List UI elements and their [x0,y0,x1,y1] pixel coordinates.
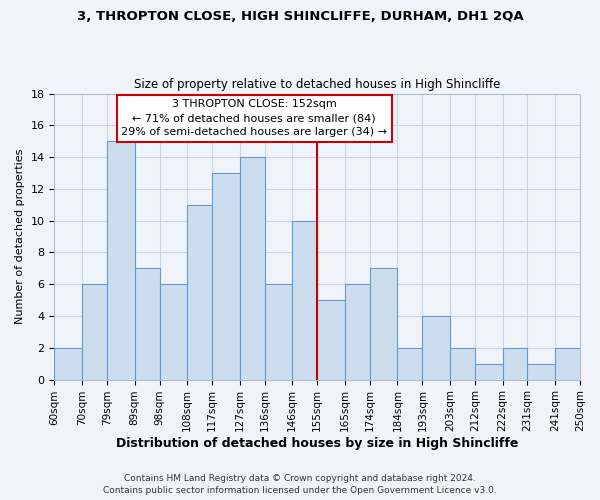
Text: 3 THROPTON CLOSE: 152sqm
← 71% of detached houses are smaller (84)
29% of semi-d: 3 THROPTON CLOSE: 152sqm ← 71% of detach… [121,100,387,138]
Text: 3, THROPTON CLOSE, HIGH SHINCLIFFE, DURHAM, DH1 2QA: 3, THROPTON CLOSE, HIGH SHINCLIFFE, DURH… [77,10,523,23]
Bar [212,173,240,380]
Bar [187,205,212,380]
Bar [134,268,160,380]
Bar [317,300,345,380]
Bar [107,141,134,380]
Bar [240,157,265,380]
X-axis label: Distribution of detached houses by size in High Shincliffe: Distribution of detached houses by size … [116,437,518,450]
Bar [503,348,527,380]
Bar [55,348,82,380]
Bar [370,268,397,380]
Bar [82,284,107,380]
Text: Contains HM Land Registry data © Crown copyright and database right 2024.
Contai: Contains HM Land Registry data © Crown c… [103,474,497,495]
Bar [160,284,187,380]
Bar [397,348,422,380]
Y-axis label: Number of detached properties: Number of detached properties [15,149,25,324]
Bar [345,284,370,380]
Title: Size of property relative to detached houses in High Shincliffe: Size of property relative to detached ho… [134,78,500,91]
Bar [555,348,580,380]
Bar [475,364,503,380]
Bar [292,220,317,380]
Bar [422,316,450,380]
Bar [265,284,292,380]
Bar [450,348,475,380]
Bar [527,364,555,380]
